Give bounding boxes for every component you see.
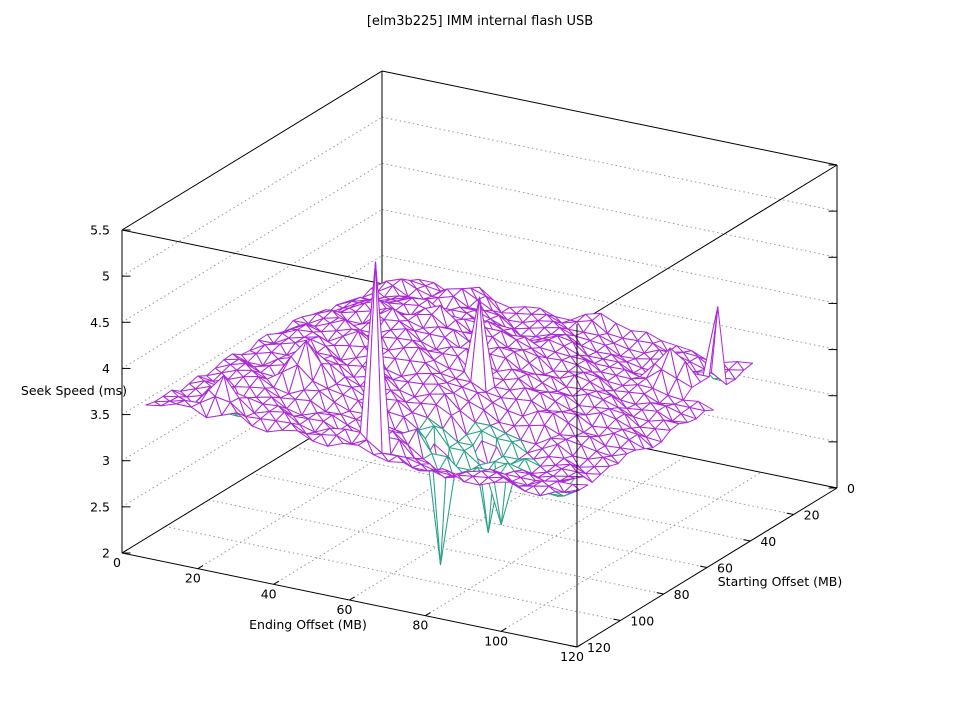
svg-text:100: 100 bbox=[630, 613, 654, 628]
svg-text:2.5: 2.5 bbox=[90, 499, 110, 514]
svg-text:100: 100 bbox=[484, 633, 508, 648]
svg-text:Ending Offset (MB): Ending Offset (MB) bbox=[249, 617, 367, 632]
svg-text:4: 4 bbox=[102, 361, 110, 376]
svg-text:20: 20 bbox=[804, 507, 820, 522]
svg-text:5.5: 5.5 bbox=[90, 222, 110, 237]
plot-title: [elm3b225] IMM internal flash USB bbox=[366, 14, 594, 29]
svg-text:0: 0 bbox=[847, 481, 855, 496]
axis-labels: Seek Speed (ms) Ending Offset (MB) Startin… bbox=[21, 383, 842, 632]
svg-text:60: 60 bbox=[337, 602, 353, 617]
svg-text:80: 80 bbox=[412, 618, 428, 633]
svg-text:120: 120 bbox=[560, 649, 584, 664]
svg-text:3.5: 3.5 bbox=[90, 407, 110, 422]
surface-mesh bbox=[145, 261, 753, 566]
svg-text:2: 2 bbox=[102, 546, 110, 561]
svg-text:20: 20 bbox=[185, 571, 201, 586]
svg-text:5: 5 bbox=[102, 269, 110, 284]
svg-text:0: 0 bbox=[113, 555, 121, 570]
svg-text:60: 60 bbox=[717, 560, 733, 575]
axis-ticks: 2 2.5 3 3.5 4 4.5 5 5.5 0 20 40 60 80 100 120 0 20 40 60 80… bbox=[90, 164, 855, 664]
svg-text:120: 120 bbox=[587, 640, 611, 655]
svg-text:3: 3 bbox=[102, 453, 110, 468]
svg-text:40: 40 bbox=[261, 586, 277, 601]
svg-text:4.5: 4.5 bbox=[90, 315, 110, 330]
svg-text:80: 80 bbox=[674, 587, 690, 602]
svg-text:Seek Speed (ms): Seek Speed (ms) bbox=[21, 383, 127, 398]
svg-text:40: 40 bbox=[760, 534, 776, 549]
svg-text:Starting Offset (MB): Starting Offset (MB) bbox=[718, 574, 842, 589]
